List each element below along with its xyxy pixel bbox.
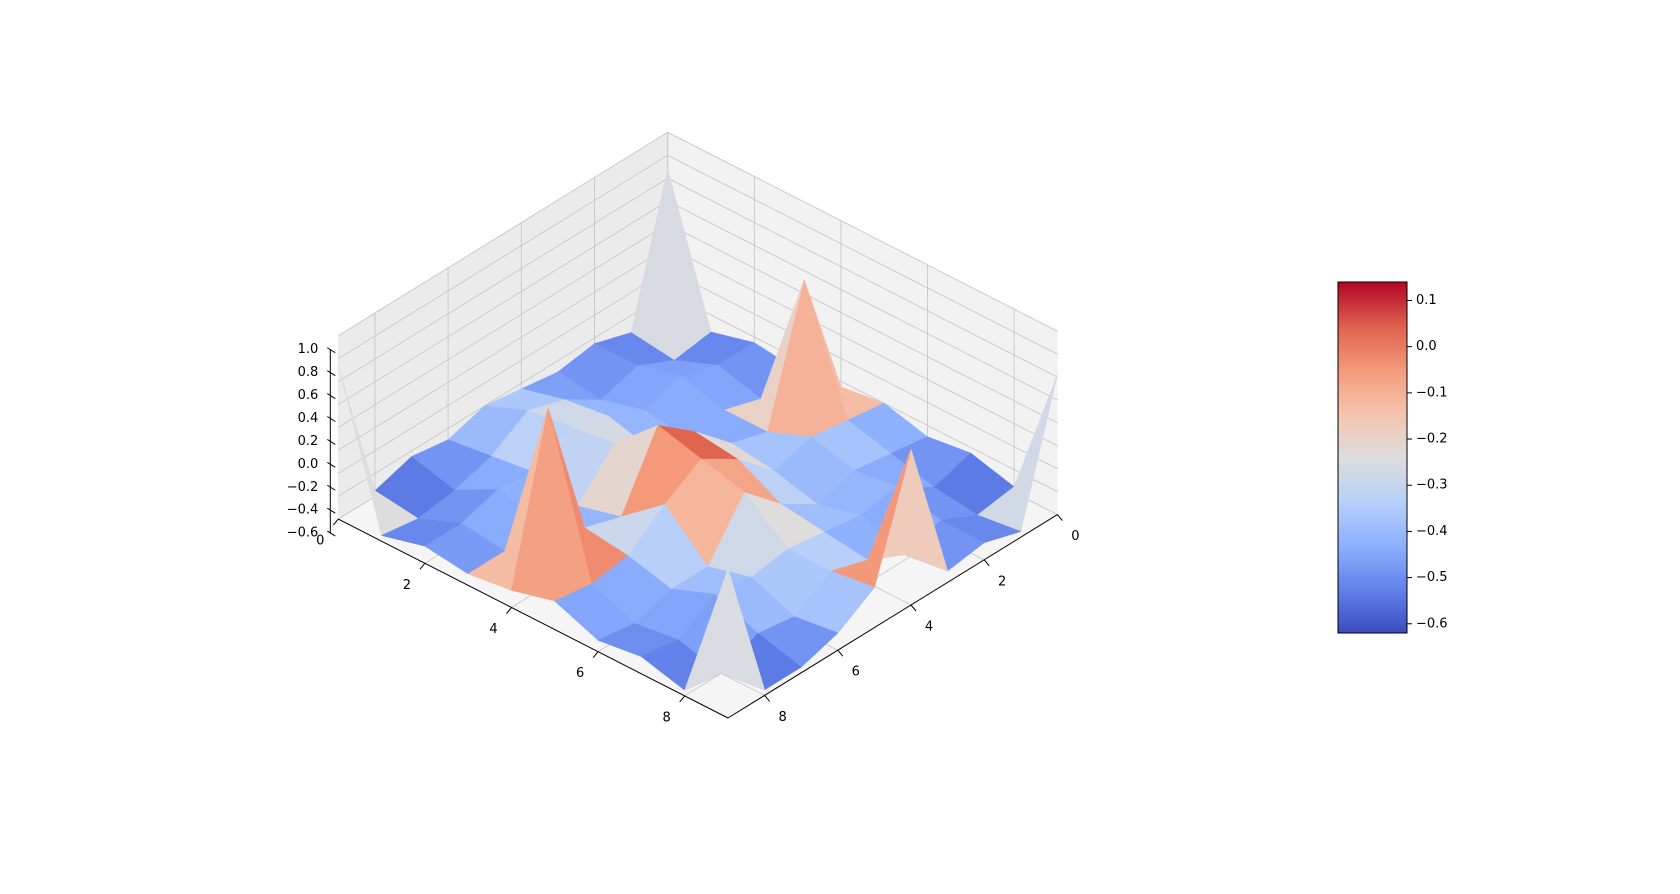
z-tick-label: 1.0 [298,342,319,357]
x-tick-label: 2 [403,578,411,593]
z-tick [327,507,336,514]
x-tick [679,695,686,703]
z-tick [327,416,336,422]
z-tick [327,438,336,445]
x-tick [592,651,599,659]
y-axis-line [727,514,1058,719]
y-tick-label: 2 [998,574,1006,589]
y-tick [910,604,917,612]
x-tick-label: 6 [576,666,584,681]
colorbar-tick-label: −0.6 [1416,616,1448,631]
x-tick [332,518,339,526]
z-tick-label: 0.6 [298,388,319,403]
y-tick-label: 4 [925,620,933,635]
y-tick-label: 0 [1071,529,1079,544]
z-tick [327,530,336,537]
z-tick-label: 0.8 [298,365,319,380]
colorbar-tick-label: −0.4 [1416,524,1448,539]
z-tick-label: 0.4 [298,411,319,426]
x-tick-label: 0 [316,534,324,549]
z-tick [327,370,336,377]
colorbar-tick-label: −0.5 [1416,570,1448,585]
x-tick [419,562,426,570]
colorbar-tick-label: 0.0 [1416,339,1437,354]
y-tick [837,649,844,657]
x-axis-line [338,518,729,719]
x-tick-label: 4 [489,622,497,637]
z-tick [327,461,336,468]
colorbar-tick-label: −0.1 [1416,385,1448,400]
colorbar-tick-label: 0.1 [1416,293,1437,308]
surface-facet [684,568,765,691]
z-tick-label: 0.0 [298,457,319,472]
y-tick [764,695,770,702]
colorbar-tick-label: −0.2 [1416,432,1448,447]
y-tick-label: 8 [778,710,786,725]
z-tick [327,393,336,400]
z-tick [327,347,336,354]
colorbar-tick-label: −0.3 [1416,478,1448,493]
surface-plot [337,168,1058,691]
colorbar-gradient [1337,281,1408,634]
z-tick-label: −0.2 [287,480,319,495]
z-tick-label: −0.4 [287,503,319,518]
z-gridline [338,154,1058,360]
axis-ticks: 0 2 4 6 8 0 2 4 6 8 −0.6 −0.4 −0.2 0.0 0.2 0.4 0.6 0.8 1.0 [287,342,1080,725]
x-tick [506,607,512,614]
z-tick-label: 0.2 [298,434,319,449]
y-tick [983,559,990,567]
y-tick-label: 6 [852,665,860,680]
x-tick-label: 8 [663,710,671,725]
z-gridline [338,131,1058,337]
y-tick [1057,514,1063,521]
z-tick [327,484,336,491]
z-tick-label: −0.6 [287,526,319,541]
colorbar: −0.6 −0.5 −0.4 −0.3 −0.2 −0.1 0.0 0.1 [1337,281,1448,634]
